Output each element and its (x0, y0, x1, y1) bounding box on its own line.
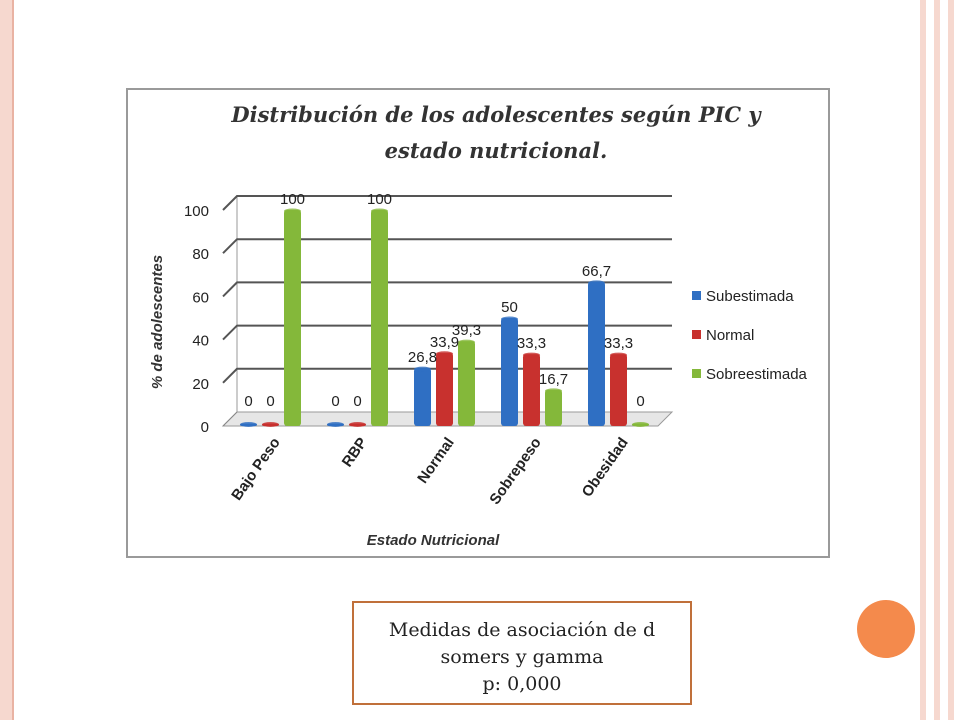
data-label: 16,7 (539, 371, 568, 388)
data-label: 50 (501, 299, 518, 316)
data-label: 100 (367, 191, 392, 208)
axis-depth-line (222, 411, 238, 427)
bar-cap (284, 208, 301, 214)
bar-cap (240, 422, 257, 427)
bar-cap (327, 422, 344, 427)
y-axis-label: % de adolescentes (149, 255, 166, 389)
category-label: Normal (414, 435, 458, 487)
slide-right-border-2 (934, 0, 940, 720)
data-label: 100 (280, 191, 305, 208)
y-tick-label: 60 (192, 289, 209, 306)
y-tick-label: 0 (201, 419, 209, 436)
data-label: 33,9 (430, 334, 459, 351)
bar (523, 354, 540, 426)
bar-cap (371, 208, 388, 214)
bar (284, 210, 301, 426)
bar (545, 389, 562, 426)
data-label: 33,3 (604, 335, 633, 352)
bar-cap (501, 316, 518, 322)
association-note-box: Medidas de asociación de d somers y gamm… (352, 601, 692, 705)
data-label: 0 (353, 393, 361, 410)
bar (610, 354, 627, 426)
data-label: 0 (331, 393, 339, 410)
chart-frame: Distribución de los adolescentes según P… (126, 88, 830, 558)
slide-left-border (0, 0, 14, 720)
bar (501, 318, 518, 426)
bar-cap (523, 352, 540, 358)
chart-title-line2: estado nutricional. (385, 138, 608, 163)
gridline (222, 324, 672, 341)
data-label: 26,8 (408, 349, 437, 366)
bar-cap (414, 366, 431, 372)
bar-cap (458, 339, 475, 345)
bar-cap (610, 352, 627, 358)
bar-chart: Distribución de los adolescentes según P… (149, 102, 808, 549)
bar-cap (545, 388, 562, 394)
y-tick-label: 100 (184, 203, 209, 220)
slide-right-border-1 (920, 0, 926, 720)
x-axis-label: Estado Nutricional (367, 532, 500, 549)
y-tick-label: 40 (192, 333, 209, 350)
bar (436, 352, 453, 426)
gridline (222, 281, 672, 298)
y-tick-label: 20 (192, 376, 209, 393)
bar-cap (436, 351, 453, 357)
data-label: 0 (636, 393, 644, 410)
bar-cap (262, 422, 279, 427)
note-line-1: Medidas de asociación de d (388, 619, 656, 641)
bar (371, 210, 388, 426)
bar (588, 281, 605, 426)
bar (458, 341, 475, 426)
category-label: Bajo Peso (228, 435, 284, 504)
data-label: 0 (244, 393, 252, 410)
note-line-2: somers y gamma (440, 646, 604, 668)
legend-label: Sobreestimada (706, 366, 808, 383)
data-label: 33,3 (517, 335, 546, 352)
bar (414, 368, 431, 426)
gridline (222, 195, 672, 211)
slide-right-border-3 (948, 0, 954, 720)
data-label: 66,7 (582, 263, 611, 280)
chart-title-line1: Distribución de los adolescentes según P… (230, 102, 762, 127)
legend-label: Normal (706, 327, 754, 344)
bar-cap (588, 280, 605, 286)
bar-cap (349, 422, 366, 427)
legend-swatch (692, 369, 701, 378)
category-label: RBP (339, 435, 371, 471)
legend-swatch (692, 291, 701, 300)
legend-swatch (692, 330, 701, 339)
data-label: 0 (266, 393, 274, 410)
accent-circle (857, 600, 915, 658)
gridline (222, 238, 672, 254)
data-label: 39,3 (452, 322, 481, 339)
legend-label: Subestimada (706, 288, 794, 305)
category-label: Obesidad (579, 435, 632, 501)
category-label: Sobrepeso (486, 435, 544, 508)
note-line-3: p: 0,000 (482, 673, 562, 695)
bar-cap (632, 422, 649, 427)
y-tick-label: 80 (192, 246, 209, 263)
